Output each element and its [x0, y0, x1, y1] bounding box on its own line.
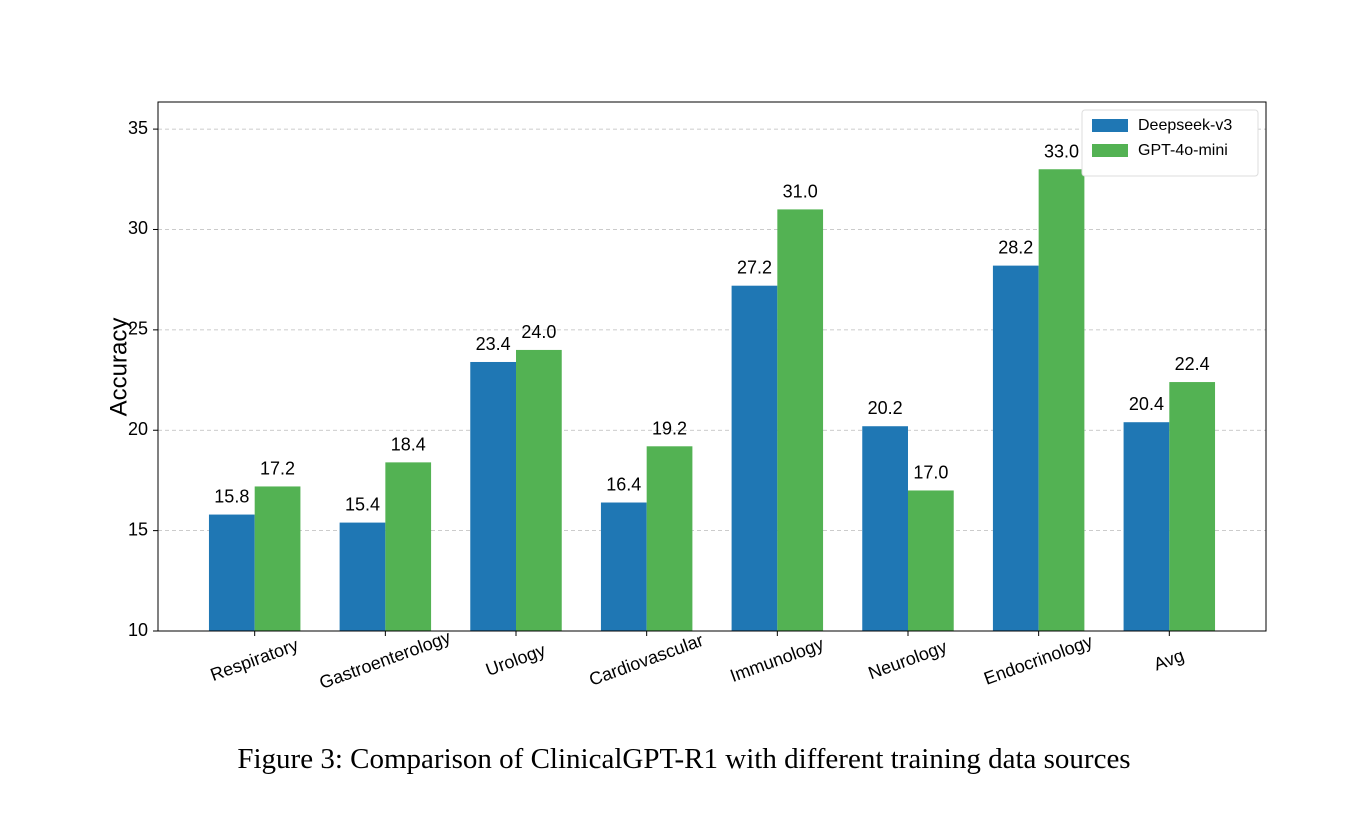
- bar: [731, 285, 778, 631]
- bar: [1038, 169, 1085, 631]
- value-label: 28.2: [998, 238, 1033, 258]
- value-label: 24.0: [521, 322, 556, 342]
- plot-frame: [157, 101, 1267, 632]
- value-label: 17.0: [913, 462, 948, 482]
- y-tick-label: 35: [128, 118, 148, 138]
- bar: [339, 522, 386, 631]
- bar: [208, 514, 255, 631]
- value-label: 33.0: [1044, 141, 1079, 161]
- bar: [992, 265, 1039, 631]
- caption: Figure 3: Comparison of ClinicalGPT-R1 w…: [237, 743, 1130, 775]
- legend-swatch: [1092, 144, 1128, 157]
- bar: [600, 502, 647, 631]
- bar: [862, 426, 908, 631]
- bar: [516, 349, 562, 631]
- y-tick-label: 20: [128, 419, 148, 439]
- value-label: 19.2: [652, 418, 687, 438]
- value-label: 23.4: [476, 334, 511, 354]
- value-label: 17.2: [260, 458, 295, 478]
- value-label: 20.2: [868, 398, 903, 418]
- value-label: 27.2: [737, 258, 772, 278]
- value-label: 16.4: [606, 475, 641, 495]
- y-axis-label: Accuracy: [105, 318, 132, 417]
- bar: [907, 490, 954, 631]
- value-label: 15.4: [345, 495, 380, 515]
- bar: [1169, 382, 1216, 631]
- value-label: 31.0: [783, 181, 818, 201]
- value-label: 20.4: [1129, 394, 1164, 414]
- y-tick-label: 15: [128, 519, 148, 539]
- bar: [777, 209, 824, 631]
- legend-swatch: [1092, 119, 1128, 132]
- legend-label: Deepseek-v3: [1138, 117, 1232, 134]
- bar: [254, 486, 301, 631]
- bar: [1123, 422, 1170, 631]
- y-tick-label: 30: [128, 218, 148, 238]
- value-label: 22.4: [1175, 354, 1210, 374]
- legend-label: GPT-4o-mini: [1138, 142, 1228, 159]
- value-label: 18.4: [391, 434, 426, 454]
- value-label: 15.8: [214, 487, 249, 507]
- bar: [646, 446, 693, 631]
- y-tick-label: 25: [128, 319, 148, 339]
- y-tick-label: 10: [128, 620, 148, 640]
- bar: [385, 462, 432, 631]
- bar: [470, 361, 517, 631]
